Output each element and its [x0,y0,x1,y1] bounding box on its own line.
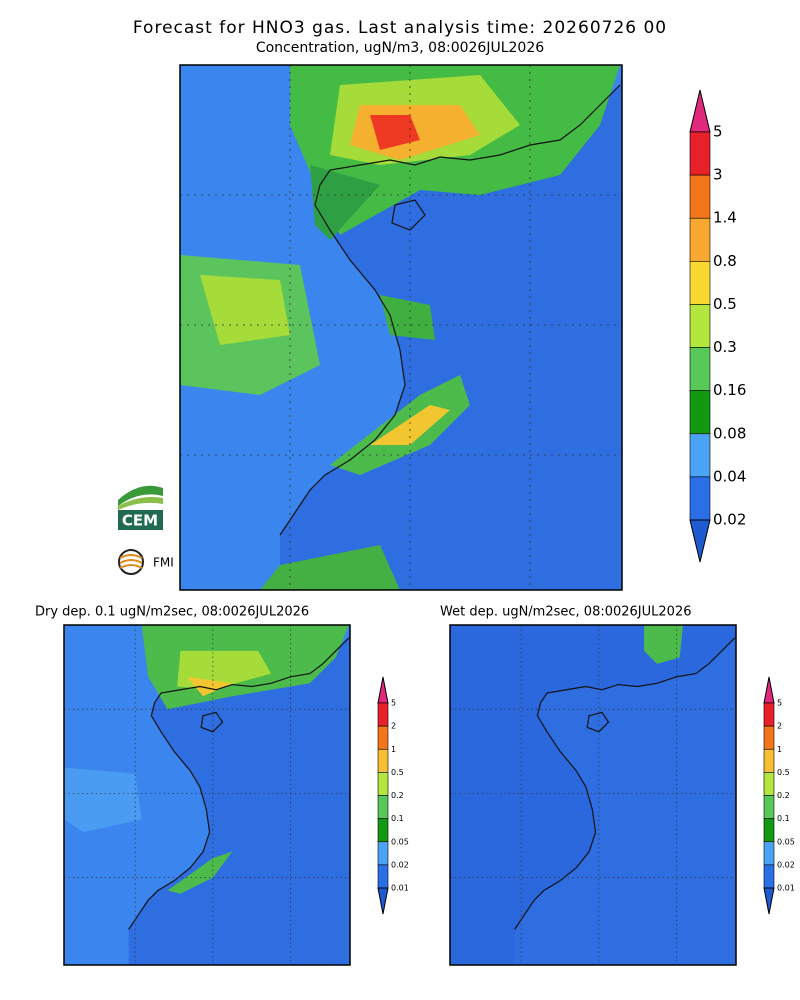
colorbar-band [377,864,389,889]
colorbar-band [689,174,711,219]
colorbar-label: 0.3 [713,338,737,356]
colorbar-label: 5 [713,123,723,141]
colorbar-band [763,702,775,727]
coastline [200,711,224,733]
colorbar-label: 1 [777,745,782,754]
colorbar-band [763,864,775,889]
colorbar-cap [763,676,775,704]
colorbar-label: 0.02 [391,860,409,869]
colorbars: 5 3 1.4 0.8 0.5 0.3 0.16 0.08 0.04 0.02 5 2 1 0.5 0.2 0… [377,89,795,915]
colorbar-band [763,818,775,843]
panel-title: Wet dep. ugN/m2sec, 08:0026JUL2026 [440,605,691,620]
colorbar-band [377,818,389,843]
colorbar-band [763,772,775,796]
colorbar-cap [377,887,389,915]
colorbar-label: 0.2 [777,791,790,800]
colorbar-label: 0.5 [713,295,737,313]
colorbar-cap [689,89,711,133]
map-frame [179,64,623,591]
field [167,851,233,894]
map-field [64,625,351,966]
colorbar-band [377,702,389,727]
coastline [128,637,350,930]
coastline [514,637,736,930]
colorbar-label: 5 [777,699,782,708]
coastline [391,199,426,231]
colorbar-label: 1.4 [713,209,737,227]
colorbar-label: 0.01 [777,884,795,893]
logo-text: FMI [153,556,174,570]
colorbar-label: 0.8 [713,252,737,270]
colorbar-label: 2 [391,722,396,731]
field [64,767,142,833]
colorbar-label: 0.2 [391,791,404,800]
field [370,115,420,150]
colorbar-band [689,347,711,391]
cem-logo: CEM [117,485,163,530]
colorbar-band [763,748,775,773]
colorbar-cap [377,676,389,704]
colorbar-cap [689,519,711,563]
colorbar-band [377,772,389,796]
map [449,624,737,966]
fmi-logo: FMI [118,549,174,575]
colorbar-label: 5 [391,699,396,708]
colorbar-band [377,841,389,866]
colorbar-band [689,217,711,262]
subtitle: Concentration, ugN/m3, 08:0026JUL2026 [256,40,544,56]
maps [63,64,737,966]
colorbar-band [689,261,711,305]
colorbar-label: 0.02 [713,511,746,529]
field [310,165,380,240]
colorbar-label: 0.16 [713,381,746,399]
colorbar-band [377,795,389,819]
logo-text: CEM [122,512,158,530]
colorbar-label: 0.5 [391,768,404,777]
colorbar-label: 0.1 [777,814,790,823]
map [63,624,351,966]
colorbar-label: 0.1 [391,814,404,823]
colorbar-label: 0.05 [777,837,795,846]
colorbar-band [763,841,775,866]
colorbar-band [689,390,711,435]
colorbar-label: 2 [777,722,782,731]
title: Forecast for HNO3 gas. Last analysis tim… [133,18,667,38]
colorbar-band [763,725,775,750]
colorbar-band [763,795,775,819]
field [644,625,683,664]
map-frame [63,624,351,966]
colorbar-band [689,433,711,478]
colorbar-label: 0.01 [391,884,409,893]
field [200,275,290,345]
colorbar-label: 0.08 [713,424,746,442]
colorbar-band [377,748,389,773]
coastline [586,711,610,733]
colorbar-band [689,476,711,521]
colorbar-cap [763,887,775,915]
land [180,65,622,590]
colorbar-band [689,304,711,348]
field [260,545,400,590]
colorbar-label: 0.05 [391,837,409,846]
map-field [180,65,622,590]
panel-title: Dry dep. 0.1 ugN/m2sec, 08:0026JUL2026 [35,605,309,620]
colorbar-label: 1 [391,745,396,754]
field [370,405,450,445]
field [186,676,233,697]
map-frame [449,624,737,966]
colorbar-label: 0.04 [713,467,746,485]
colorbar-band [689,131,711,176]
colorbar-label: 0.5 [777,768,790,777]
colorbar-band [377,725,389,750]
map-field [450,625,737,966]
colorbar-label: 0.02 [777,860,795,869]
map [179,64,623,591]
colorbar-label: 3 [713,166,723,184]
coastline [279,84,621,536]
